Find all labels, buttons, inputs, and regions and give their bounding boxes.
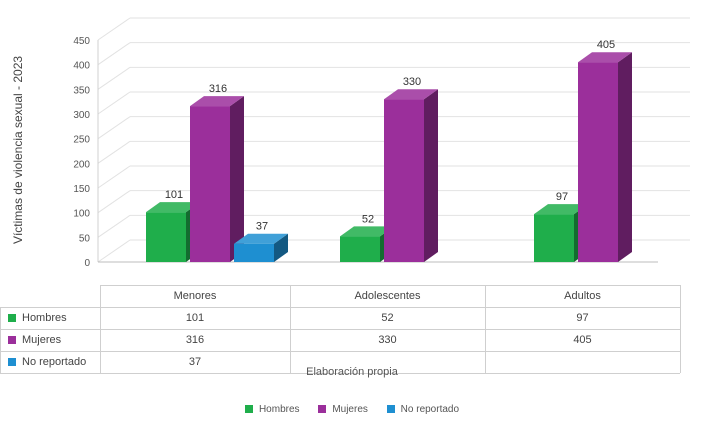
table-row-swatch <box>8 358 16 367</box>
data-label: 97 <box>556 191 568 203</box>
data-label: 330 <box>403 76 421 88</box>
table-vline <box>680 285 681 373</box>
table-row-label-text: Hombres <box>22 312 67 324</box>
legend-item-no-reportado: No reportado <box>386 404 460 415</box>
legend-label-mujeres: Mujeres <box>332 404 368 415</box>
bar-mujeres-adolescentes <box>384 99 424 262</box>
table-row-label-text: No reportado <box>22 356 87 368</box>
data-label: 52 <box>362 213 374 225</box>
data-label: 405 <box>597 39 615 51</box>
bar-side-mujeres-adultos <box>618 52 632 263</box>
y-tick-label: 250 <box>73 135 90 146</box>
table-vline <box>100 285 101 373</box>
y-tick-label: 350 <box>73 85 90 96</box>
data-label: 101 <box>165 189 183 201</box>
table-cell: 52 <box>381 312 394 324</box>
table-hline <box>0 373 680 374</box>
source-note: Elaboración propia <box>306 366 398 378</box>
y-tick-label: 50 <box>79 233 91 244</box>
gridline-depth-300 <box>97 91 131 115</box>
bar-top-mujeres-adolescentes <box>384 89 438 100</box>
gridline-depth-200 <box>97 140 131 164</box>
table-row-label-text: Mujeres <box>22 334 62 346</box>
table-cell: 37 <box>188 356 202 368</box>
y-tick-label: 100 <box>73 209 90 220</box>
gridline-depth-250 <box>97 116 131 140</box>
table-header-row: Menores Adolescentes Adultos <box>0 285 690 307</box>
data-label: 316 <box>209 83 227 95</box>
table-row-swatch <box>8 336 16 345</box>
table-cell: 101 <box>185 312 205 324</box>
table-row-label: No reportado <box>8 351 86 373</box>
gridline-depth-400 <box>97 42 131 66</box>
bar-mujeres-adultos <box>578 62 618 263</box>
bar-top-mujeres-menores <box>190 96 244 107</box>
table-row-label: Hombres <box>8 307 67 329</box>
gridline-depth-0 <box>97 239 131 263</box>
bar-top-hombres-adultos <box>534 204 588 215</box>
gridline-depth-450 <box>97 17 131 41</box>
table-row-swatch <box>8 314 16 323</box>
legend-item-mujeres: Mujeres <box>318 404 368 415</box>
y-tick-label: 400 <box>73 61 90 72</box>
table-hline <box>0 329 680 330</box>
table-cell: 330 <box>378 334 397 346</box>
table-hline <box>0 351 680 352</box>
legend-label-hombres: Hombres <box>258 404 300 415</box>
gridline-depth-350 <box>97 66 131 90</box>
y-axis-label: Víctimas de violencia sexual - 2023 <box>11 56 25 244</box>
bar-mujeres-menores <box>190 106 230 263</box>
table-vline <box>0 307 1 373</box>
bar-hombres-adolescentes <box>340 236 380 262</box>
legend-item-hombres: Hombres <box>244 404 300 415</box>
legend: Hombres Mujeres No reportado <box>0 404 704 415</box>
legend-swatch-mujeres <box>318 405 327 414</box>
table-vline <box>485 285 486 373</box>
y-tick-label: 300 <box>73 110 90 121</box>
y-tick-label: 200 <box>73 159 90 170</box>
y-tick-label: 150 <box>73 184 90 195</box>
bar-top-no-reportado-menores <box>234 233 288 244</box>
gridline-depth-150 <box>97 165 131 189</box>
bar-no-reportado-menores <box>234 243 274 262</box>
gridline-depth-100 <box>97 190 131 214</box>
data-label: 37 <box>256 221 268 233</box>
bar-hombres-menores <box>146 212 186 262</box>
bar-side-mujeres-adolescentes <box>424 89 438 262</box>
table-cell: 97 <box>576 312 589 324</box>
y-tick-label: 0 <box>84 258 90 269</box>
table-hline <box>100 285 680 286</box>
table-row-no-reportado: No reportado 37 <box>0 351 690 373</box>
table-cell: 405 <box>573 334 592 346</box>
bar-top-hombres-adolescentes <box>340 226 394 237</box>
legend-swatch-no-reportado <box>386 405 395 414</box>
bar-side-no-reportado-menores <box>274 233 288 262</box>
bar-hombres-adultos <box>534 214 574 262</box>
table-row-hombres: Hombres 101 52 97 <box>0 307 690 329</box>
bar-chart: 0 50 100 150 200 250 300 350 400 450 Víctimas de v… <box>11 17 690 269</box>
table-header-adolescentes: Adolescentes <box>354 290 421 302</box>
table-header-adultos: Adultos <box>564 290 601 302</box>
bar-top-mujeres-adultos <box>578 52 632 63</box>
table-grid <box>0 285 690 374</box>
legend-swatch-hombres <box>244 405 253 414</box>
bar-side-mujeres-menores <box>230 96 244 263</box>
bar-top-hombres-menores <box>146 202 200 213</box>
gridline-depth-50 <box>97 214 131 238</box>
table-hline <box>0 307 680 308</box>
table-row-mujeres: Mujeres 316 330 405 <box>0 329 690 351</box>
table-vline <box>290 285 291 373</box>
table-cell: 316 <box>185 334 205 346</box>
table-header-menores: Menores <box>173 290 217 302</box>
table-row-label: Mujeres <box>8 329 61 351</box>
legend-label-no-reportado: No reportado <box>400 404 460 415</box>
y-tick-label: 450 <box>73 36 90 47</box>
